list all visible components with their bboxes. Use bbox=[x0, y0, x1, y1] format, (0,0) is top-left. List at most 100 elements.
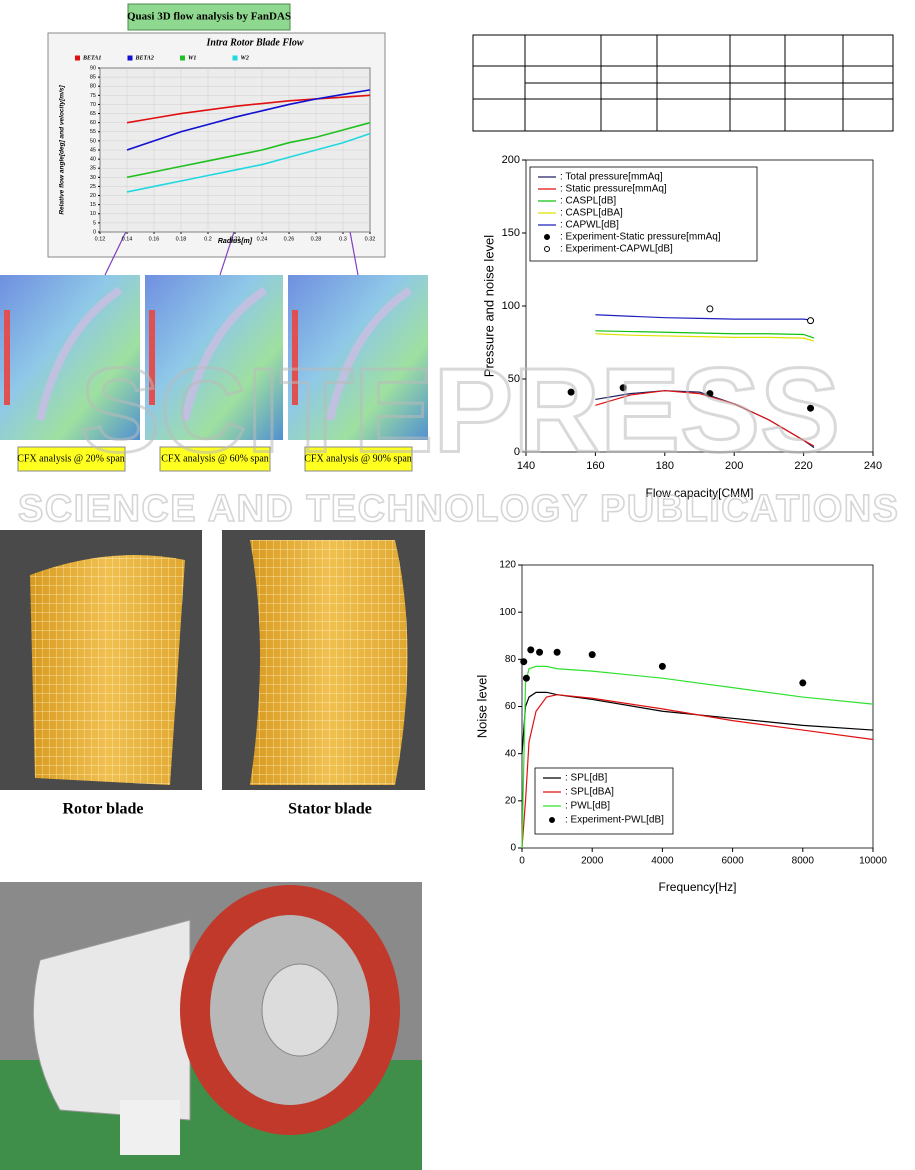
y-tick-label: 45 bbox=[90, 147, 96, 153]
legend-label: : PWL[dB] bbox=[565, 801, 610, 812]
y-tick-label: 20 bbox=[505, 795, 517, 806]
legend-swatch bbox=[180, 55, 185, 61]
series-line bbox=[521, 665, 874, 849]
legend-label: BETA2 bbox=[135, 55, 154, 61]
caption-box bbox=[17, 446, 126, 472]
x-tick-label: 140 bbox=[517, 460, 535, 472]
y-tick-label: 30 bbox=[90, 175, 96, 181]
legend-swatch bbox=[75, 55, 80, 61]
x-tick-label: 0.26 bbox=[284, 236, 295, 242]
caption-box bbox=[304, 446, 413, 472]
cfx-images bbox=[0, 275, 428, 440]
fan-housing bbox=[32, 919, 191, 1121]
header-label: Quasi 3D flow analysis by FanDAS bbox=[127, 11, 291, 23]
legend-label: : Static pressure[mmAq] bbox=[560, 184, 667, 195]
blade-label: Rotor blade bbox=[62, 801, 143, 818]
blade-label: Stator blade bbox=[288, 801, 372, 818]
series-line bbox=[126, 89, 371, 151]
color-bar bbox=[149, 310, 155, 405]
y-tick-label: 75 bbox=[90, 93, 96, 99]
y-tick-label: 80 bbox=[505, 654, 517, 665]
data-point bbox=[536, 648, 544, 656]
y-tick-label: 10 bbox=[90, 211, 96, 217]
cfx-image bbox=[145, 275, 283, 440]
legend-label: : Total pressure[mmAq] bbox=[560, 172, 663, 183]
x-tick-label: 0 bbox=[519, 856, 525, 867]
series-line bbox=[595, 390, 815, 447]
data-point bbox=[658, 662, 666, 670]
legend-box bbox=[534, 767, 674, 835]
y-axis-label: Pressure and noise level bbox=[481, 235, 496, 377]
data-point bbox=[706, 305, 714, 313]
legend-swatch bbox=[232, 55, 238, 61]
fan-hub bbox=[261, 963, 339, 1057]
x-tick-label: 0.12 bbox=[95, 236, 106, 242]
y-tick-label: 0 bbox=[510, 843, 516, 854]
x-tick-label: 160 bbox=[586, 460, 604, 472]
x-axis-label: Radius[m] bbox=[218, 238, 253, 245]
y-tick-label: 85 bbox=[90, 75, 96, 81]
data-point bbox=[567, 388, 575, 396]
x-tick-label: 6000 bbox=[721, 856, 744, 867]
data-point bbox=[619, 384, 627, 392]
chart-title: Intra Rotor Blade Flow bbox=[206, 37, 304, 48]
color-bar bbox=[4, 310, 10, 405]
legend-marker bbox=[544, 246, 550, 252]
y-tick-label: 25 bbox=[90, 184, 96, 190]
data-point bbox=[807, 317, 815, 325]
series-line bbox=[521, 694, 874, 849]
x-tick-label: 8000 bbox=[792, 856, 815, 867]
fan-stand bbox=[120, 1100, 180, 1155]
legend-swatch bbox=[127, 55, 133, 61]
blade-section bbox=[326, 286, 413, 421]
y-tick-label: 40 bbox=[505, 748, 517, 759]
legend-label: : Experiment-Static pressure[mmAq] bbox=[560, 232, 721, 243]
chart: 140 160 180 200 220 240 0 50 100 150 200 Flow capac… bbox=[481, 154, 882, 500]
y-tick-label: 20 bbox=[90, 193, 96, 199]
blade-section bbox=[181, 286, 268, 421]
series-line bbox=[126, 121, 371, 179]
watermark-brand: SCITEPRESS bbox=[80, 344, 840, 478]
x-tick-label: 0.2 bbox=[204, 236, 212, 242]
legend-label: W2 bbox=[241, 55, 249, 61]
y-tick-label: 80 bbox=[90, 84, 96, 90]
data-point bbox=[520, 658, 528, 666]
x-axis-label: Frequency[Hz] bbox=[658, 880, 736, 894]
x-tick-label: 10000 bbox=[859, 856, 887, 867]
legend-box bbox=[529, 166, 758, 262]
data-point bbox=[807, 404, 815, 412]
x-tick-label: 0.28 bbox=[311, 236, 322, 242]
legend-label: : SPL[dBA] bbox=[565, 787, 614, 798]
watermark-tagline: SCIENCE AND TECHNOLOGY PUBLICATIONS bbox=[18, 488, 898, 530]
legend-marker bbox=[549, 817, 555, 823]
cfx-caption: CFX analysis @ 90% span bbox=[304, 453, 412, 464]
table bbox=[472, 34, 894, 132]
y-tick-label: 200 bbox=[502, 154, 520, 166]
x-tick-label: 0.14 bbox=[122, 236, 133, 242]
x-tick-label: 180 bbox=[656, 460, 674, 472]
legend-label: : CASPL[dB] bbox=[560, 196, 616, 207]
data-point bbox=[527, 646, 535, 654]
series-line bbox=[126, 94, 371, 124]
y-tick-label: 60 bbox=[505, 701, 517, 712]
chart: Intra Rotor Blade Flow 0.12 0.14 0.16 0.18 0.… bbox=[59, 37, 376, 245]
x-tick-label: 0.22 bbox=[230, 236, 241, 242]
y-tick-label: 5 bbox=[93, 220, 96, 226]
series-line bbox=[595, 330, 815, 339]
y-tick-label: 90 bbox=[90, 65, 96, 71]
y-axis-label: Relative flow angle[deg] and velocity[m/… bbox=[59, 85, 66, 215]
legend-label: : CASPL[dBA] bbox=[560, 208, 623, 219]
cfx-caption: CFX analysis @ 60% span bbox=[161, 453, 269, 464]
y-axis-label: Noise level bbox=[474, 675, 489, 739]
data-point bbox=[522, 674, 530, 682]
y-tick-label: 0 bbox=[514, 446, 520, 458]
y-tick-label: 100 bbox=[499, 607, 516, 618]
legend-marker bbox=[544, 234, 550, 240]
x-tick-label: 0.16 bbox=[149, 236, 160, 242]
y-tick-label: 50 bbox=[508, 373, 520, 385]
stator-mesh bbox=[250, 540, 408, 785]
x-tick-label: 200 bbox=[725, 460, 743, 472]
y-tick-label: 40 bbox=[90, 157, 96, 163]
y-tick-label: 60 bbox=[90, 120, 96, 126]
